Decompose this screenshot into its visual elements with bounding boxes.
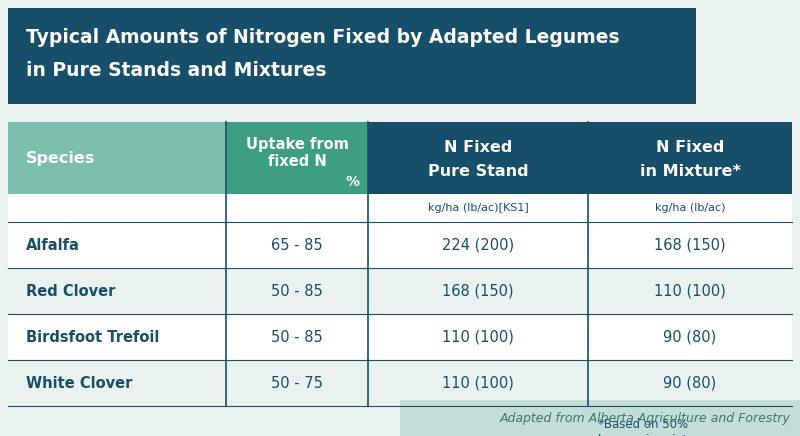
Text: Birdsfoot Trefoil: Birdsfoot Trefoil [26, 330, 159, 344]
Text: White Clover: White Clover [26, 375, 132, 391]
Bar [8, 360, 226, 406]
Bar [588, 222, 792, 268]
Bar [8, 194, 226, 222]
Bar [368, 314, 588, 360]
Text: Alfalfa: Alfalfa [26, 238, 80, 252]
Text: 110 (100): 110 (100) [442, 330, 514, 344]
Text: in Mixture*: in Mixture* [639, 164, 741, 180]
Bar [226, 268, 368, 314]
Text: *Based on 50%: *Based on 50% [598, 418, 688, 430]
Text: Typical Amounts of Nitrogen Fixed by Adapted Legumes: Typical Amounts of Nitrogen Fixed by Ada… [26, 28, 620, 48]
Bar [8, 8, 696, 104]
Bar [226, 122, 368, 194]
Text: fixed N: fixed N [268, 154, 326, 170]
Text: 50 - 75: 50 - 75 [271, 375, 323, 391]
Text: 110 (100): 110 (100) [442, 375, 514, 391]
Bar [368, 194, 588, 222]
Bar [226, 314, 368, 360]
Bar [8, 268, 226, 314]
Text: N Fixed: N Fixed [656, 140, 724, 156]
Text: 224 (200): 224 (200) [442, 238, 514, 252]
Text: Uptake from: Uptake from [246, 136, 349, 151]
Text: %: % [345, 175, 359, 189]
Text: N Fixed: N Fixed [444, 140, 512, 156]
Text: legume in mixture: legume in mixture [598, 433, 707, 436]
Text: 65 - 85: 65 - 85 [271, 238, 323, 252]
Text: in Pure Stands and Mixtures: in Pure Stands and Mixtures [26, 61, 326, 79]
Bar [368, 268, 588, 314]
Bar [588, 194, 792, 222]
Bar [368, 222, 588, 268]
Text: kg/ha (lb/ac): kg/ha (lb/ac) [654, 203, 726, 213]
Text: 90 (80): 90 (80) [663, 330, 717, 344]
Text: 90 (80): 90 (80) [663, 375, 717, 391]
Text: 168 (150): 168 (150) [442, 283, 514, 299]
Text: Red Clover: Red Clover [26, 283, 115, 299]
Text: Pure Stand: Pure Stand [428, 164, 528, 180]
Bar [8, 222, 226, 268]
Bar [368, 122, 588, 194]
Text: 50 - 85: 50 - 85 [271, 330, 323, 344]
Bar [226, 360, 368, 406]
Bar [8, 314, 226, 360]
Text: 110 (100): 110 (100) [654, 283, 726, 299]
Bar [8, 122, 226, 194]
Bar [588, 314, 792, 360]
Bar [588, 122, 792, 194]
Text: kg/ha (lb/ac)[KS1]: kg/ha (lb/ac)[KS1] [428, 203, 528, 213]
Bar [226, 194, 368, 222]
Text: 50 - 85: 50 - 85 [271, 283, 323, 299]
Text: Adapted from Alberta Agriculture and Forestry: Adapted from Alberta Agriculture and For… [499, 412, 790, 425]
Bar [588, 360, 792, 406]
Text: 168 (150): 168 (150) [654, 238, 726, 252]
Text: Species: Species [26, 150, 95, 166]
Bar [368, 360, 588, 406]
Bar [588, 268, 792, 314]
Bar [400, 400, 800, 436]
Bar [226, 222, 368, 268]
